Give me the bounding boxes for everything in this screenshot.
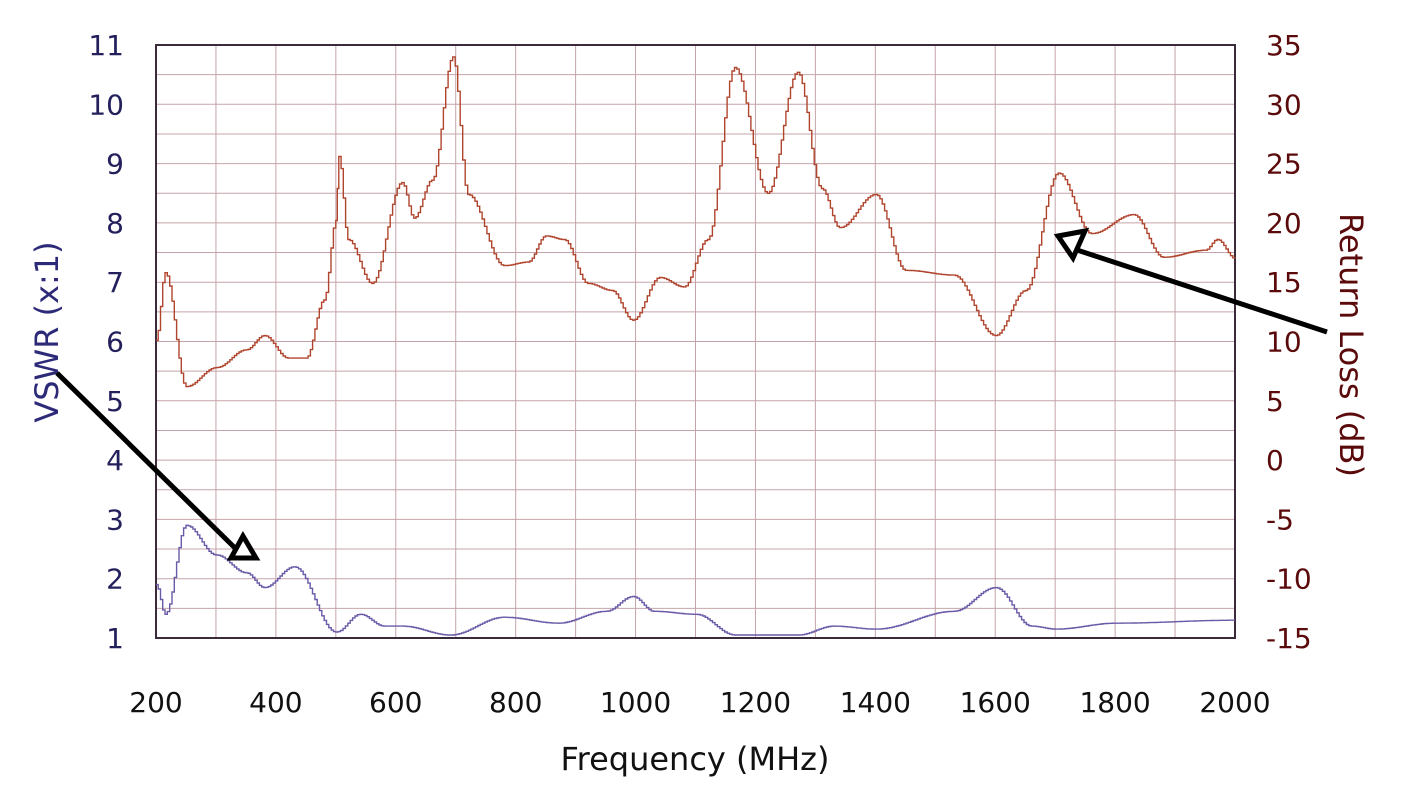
right-tick-label: 0 [1266, 444, 1284, 477]
right-axis-ticks: -15 -10 -5 0 5 10 15 20 25 30 35 [1266, 29, 1312, 655]
x-tick-label: 1400 [840, 686, 911, 719]
left-tick-label: 4 [106, 444, 124, 477]
left-tick-label: 10 [88, 88, 124, 121]
right-tick-label: -10 [1266, 563, 1312, 596]
left-axis-title: VSWR (x:1) [28, 241, 66, 422]
right-tick-label: 25 [1266, 148, 1302, 181]
return-loss-arrow-line [1076, 247, 1328, 335]
return-loss-arrow [1053, 227, 1328, 335]
left-tick-label: 5 [106, 385, 124, 418]
left-tick-label: 8 [106, 207, 124, 240]
right-tick-label: 10 [1266, 326, 1302, 359]
right-tick-label: -15 [1266, 622, 1312, 655]
x-tick-label: 1800 [1079, 686, 1150, 719]
plot-frame [155, 44, 1236, 639]
right-tick-label: 20 [1266, 207, 1302, 240]
left-tick-label: 3 [106, 503, 124, 536]
vswr-series [156, 524, 1235, 636]
left-tick-label: 6 [106, 326, 124, 359]
x-tick-label: 1000 [600, 686, 671, 719]
left-tick-label: 9 [106, 148, 124, 181]
x-tick-label: 600 [369, 686, 422, 719]
left-tick-label: 11 [88, 29, 124, 62]
return-loss-series [156, 56, 1236, 388]
vswr-arrow-line [55, 371, 237, 550]
left-tick-label: 1 [106, 622, 124, 655]
x-tick-label: 400 [249, 686, 302, 719]
x-axis-title: Frequency (MHz) [561, 740, 830, 778]
x-tick-label: 200 [129, 686, 182, 719]
right-tick-label: -5 [1266, 503, 1294, 536]
x-tick-label: 1200 [720, 686, 791, 719]
right-axis-title: Return Loss (dB) [1332, 213, 1370, 477]
x-tick-label: 2000 [1199, 686, 1270, 719]
right-tick-label: 30 [1266, 88, 1302, 121]
x-tick-label: 800 [489, 686, 542, 719]
return-loss-arrow-head-icon [1053, 227, 1090, 264]
left-tick-label: 2 [106, 563, 124, 596]
left-tick-label: 7 [106, 266, 124, 299]
grid-lines [156, 45, 1235, 638]
vswr-arrow-head-icon [226, 530, 261, 561]
right-tick-label: 5 [1266, 385, 1284, 418]
right-tick-label: 15 [1266, 266, 1302, 299]
right-tick-label: 35 [1266, 29, 1302, 62]
left-axis-ticks: 1 2 3 4 5 6 7 8 9 10 11 [88, 29, 124, 655]
vswr-arrow [55, 371, 261, 561]
x-axis-ticks: 200 400 600 800 1000 1200 1400 1600 1800 2000 [129, 686, 1270, 719]
x-tick-label: 1600 [960, 686, 1031, 719]
